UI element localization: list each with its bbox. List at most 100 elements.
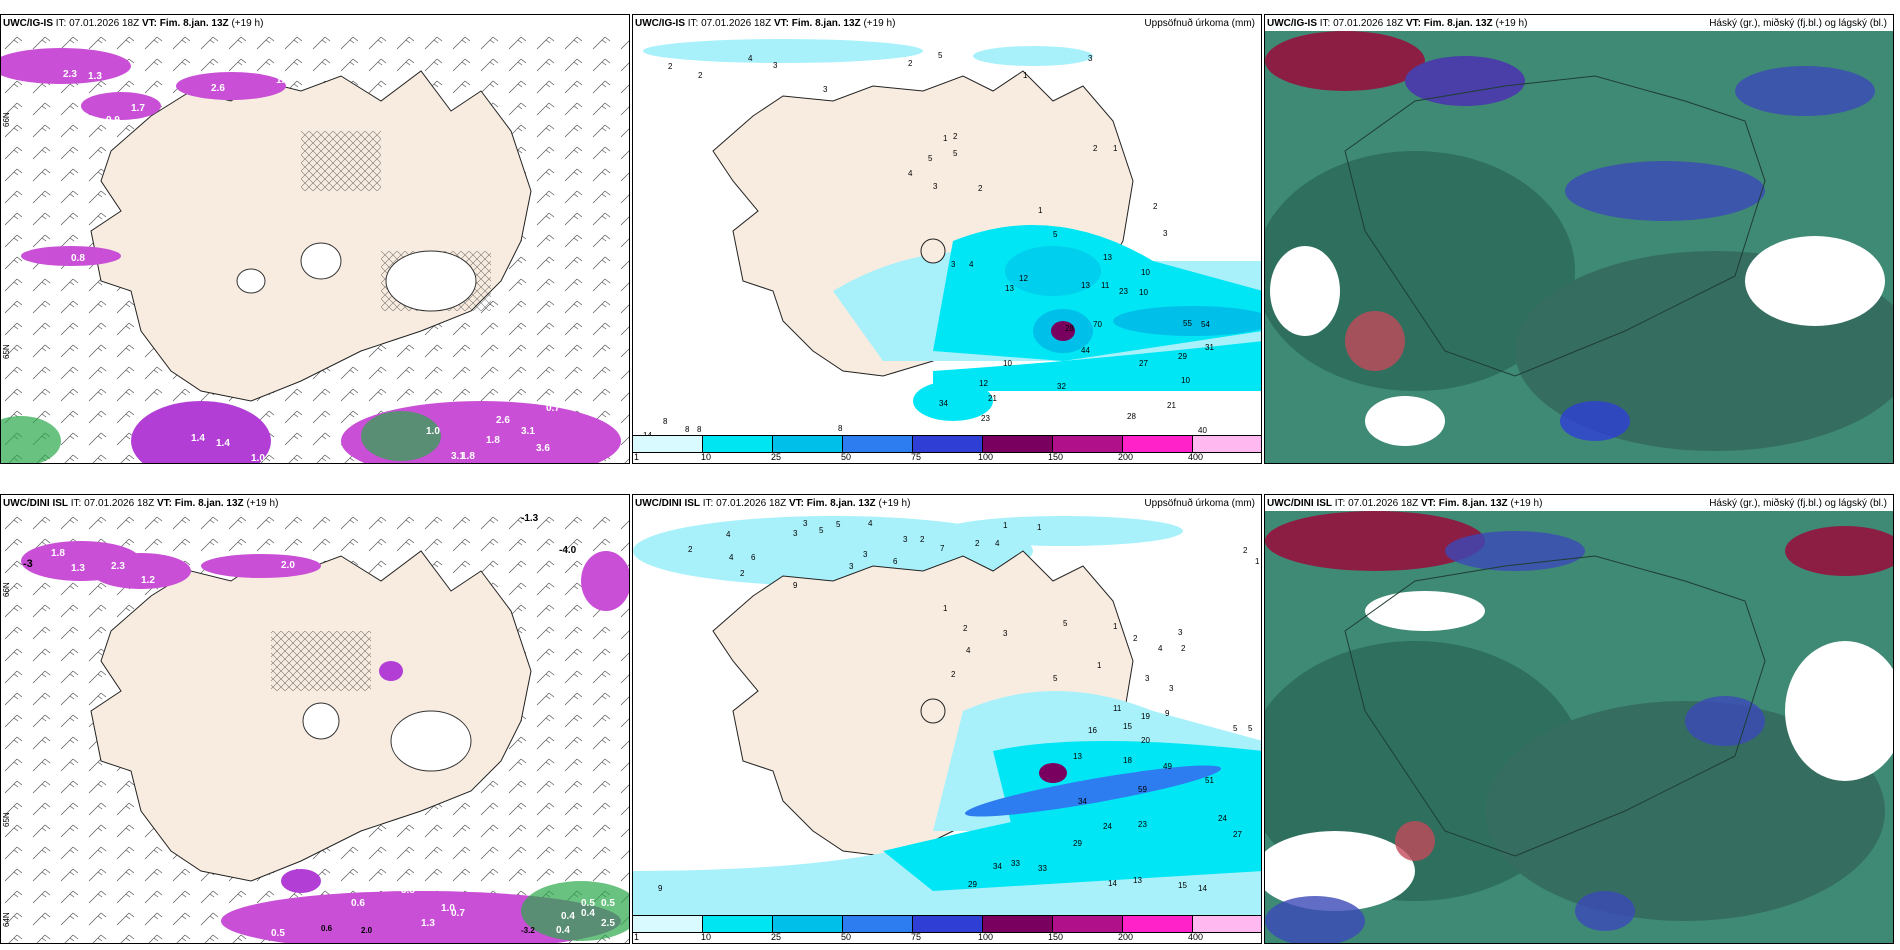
svg-text:34: 34 — [993, 862, 1002, 871]
svg-text:0.4: 0.4 — [581, 908, 595, 919]
svg-text:64N: 64N — [2, 912, 11, 927]
svg-text:-1.3: -1.3 — [521, 513, 539, 524]
svg-text:49: 49 — [1163, 762, 1172, 771]
svg-text:1: 1 — [1038, 206, 1043, 215]
svg-text:1.8: 1.8 — [51, 548, 65, 559]
svg-text:23: 23 — [1138, 820, 1147, 829]
legend-tick: 200 — [1118, 932, 1134, 942]
svg-text:0.8: 0.8 — [71, 253, 85, 264]
svg-text:28: 28 — [1065, 324, 1074, 333]
svg-text:3: 3 — [1163, 229, 1168, 238]
map-dini-clouds[interactable] — [1265, 511, 1893, 943]
legend-tick: 75 — [911, 452, 922, 462]
legend-tick: 10 — [701, 932, 712, 942]
legend-tick: 25 — [771, 452, 782, 462]
svg-text:33: 33 — [1011, 859, 1020, 868]
svg-text:5: 5 — [1053, 230, 1058, 239]
legend-swatch — [843, 916, 913, 932]
svg-text:13: 13 — [1103, 253, 1112, 262]
svg-text:27: 27 — [1139, 359, 1148, 368]
svg-text:0.4: 0.4 — [556, 925, 570, 936]
svg-text:8: 8 — [685, 425, 690, 434]
svg-text:1: 1 — [1023, 71, 1028, 80]
svg-text:9: 9 — [658, 884, 663, 893]
legend-colorbar — [633, 915, 1261, 933]
legend-tick: 50 — [841, 452, 852, 462]
svg-text:4: 4 — [868, 519, 873, 528]
svg-text:2: 2 — [1153, 202, 1158, 211]
svg-text:29: 29 — [1178, 352, 1187, 361]
svg-text:16: 16 — [1088, 726, 1097, 735]
iceland-land — [90, 70, 532, 402]
map-ig-wind[interactable]: 2.3 1.3 2.6 1.3 1.7 0.9 0.8 1.4 1.4 2.6 … — [1, 31, 629, 463]
svg-text:9: 9 — [793, 581, 798, 590]
svg-text:24: 24 — [1218, 814, 1227, 823]
legend-swatch — [983, 916, 1053, 932]
legend-tick: 100 — [978, 932, 994, 942]
svg-text:27: 27 — [1233, 830, 1242, 839]
svg-text:13: 13 — [1081, 281, 1090, 290]
legend-tick: 400 — [1188, 932, 1204, 942]
legend-swatch — [983, 436, 1053, 452]
legend-swatch — [913, 916, 983, 932]
svg-text:66N: 66N — [2, 582, 11, 597]
svg-text:2: 2 — [953, 132, 958, 141]
svg-text:5: 5 — [1233, 724, 1238, 733]
svg-text:10: 10 — [1139, 288, 1148, 297]
svg-text:4: 4 — [908, 169, 913, 178]
svg-text:1: 1 — [1003, 521, 1008, 530]
legend-tick: 400 — [1188, 452, 1204, 462]
svg-text:-3: -3 — [23, 558, 33, 570]
svg-text:3: 3 — [793, 529, 798, 538]
svg-text:7: 7 — [940, 544, 945, 553]
svg-text:11: 11 — [1101, 281, 1110, 290]
svg-text:3: 3 — [1178, 628, 1183, 637]
svg-text:55: 55 — [1183, 319, 1192, 328]
map-ig-clouds[interactable] — [1265, 31, 1893, 463]
svg-text:44: 44 — [1081, 346, 1090, 355]
legend-tick: 50 — [841, 932, 852, 942]
precip-legend: 1 10 25 50 75 100 150 200 400 — [633, 435, 1261, 463]
svg-text:18: 18 — [1123, 756, 1132, 765]
panel-title: UWC/DINI ISL IT: 07.01.2026 18Z VT: Fim.… — [635, 498, 911, 509]
svg-text:40: 40 — [1198, 426, 1207, 435]
svg-text:-3.2: -3.2 — [521, 926, 535, 935]
svg-text:5: 5 — [1248, 724, 1253, 733]
svg-text:4: 4 — [966, 646, 971, 655]
svg-text:2.0: 2.0 — [361, 926, 373, 935]
svg-text:5: 5 — [928, 154, 933, 163]
svg-text:3: 3 — [1003, 629, 1008, 638]
svg-text:1.2: 1.2 — [141, 575, 155, 586]
svg-text:5: 5 — [953, 149, 958, 158]
svg-text:3: 3 — [823, 85, 828, 94]
svg-text:4: 4 — [1158, 644, 1163, 653]
map-ig-precip[interactable]: 2 2 4 3 5 2 1 3 3 1 5 2 2 1 5 4 3 2 2 3 — [633, 31, 1261, 463]
svg-text:59: 59 — [1138, 785, 1147, 794]
svg-text:29: 29 — [1073, 839, 1082, 848]
svg-text:2: 2 — [1093, 144, 1098, 153]
svg-text:70: 70 — [1093, 320, 1102, 329]
svg-text:1.3: 1.3 — [421, 918, 435, 929]
svg-text:5: 5 — [938, 51, 943, 60]
svg-text:4: 4 — [995, 539, 1000, 548]
legend-swatch — [633, 916, 703, 932]
svg-text:31: 31 — [1205, 343, 1214, 352]
svg-text:3: 3 — [933, 182, 938, 191]
svg-text:4: 4 — [729, 553, 734, 562]
svg-text:5: 5 — [1063, 619, 1068, 628]
svg-text:2: 2 — [920, 535, 925, 544]
panel-field-label: Háský (gr.), miðský (fj.bl.) og lágský (… — [1709, 18, 1887, 29]
svg-text:13: 13 — [1005, 284, 1014, 293]
svg-text:4: 4 — [969, 260, 974, 269]
legend-tick: 150 — [1048, 932, 1064, 942]
svg-text:1: 1 — [943, 604, 948, 613]
svg-text:1: 1 — [943, 134, 948, 143]
panel-title: UWC/DINI ISL IT: 07.01.2026 18Z VT: Fim.… — [3, 498, 279, 509]
legend-swatch — [773, 916, 843, 932]
map-dini-precip[interactable]: 3 5 5 4 1 2 4 3 3 2 6 2 4 3 7 6 2 4 9 3 — [633, 511, 1261, 943]
map-dini-wind[interactable]: 3.0 1.8 1.3 2.3 1.2 2.0 -3 -1.3 -4.0 0.4… — [1, 511, 629, 943]
svg-text:10: 10 — [1141, 268, 1150, 277]
svg-text:65N: 65N — [2, 344, 11, 359]
svg-text:15: 15 — [1123, 722, 1132, 731]
legend-tick: 75 — [911, 932, 922, 942]
